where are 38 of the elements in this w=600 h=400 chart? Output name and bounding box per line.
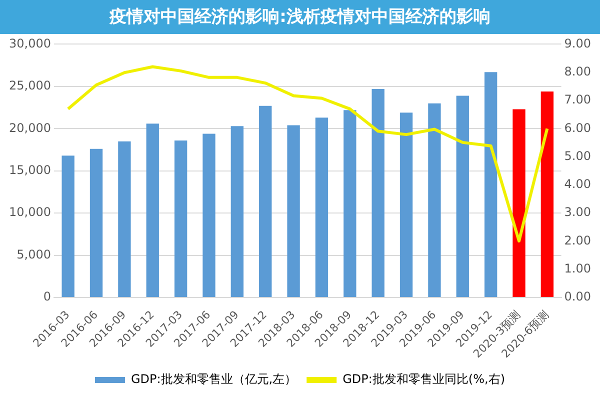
y2-tick-label: 0.00 <box>564 290 591 304</box>
bar <box>315 118 328 298</box>
legend-label: GDP:批发和零售业（亿元,左） <box>130 372 297 386</box>
y2-tick-label: 1.00 <box>564 262 591 276</box>
bar <box>540 91 554 298</box>
bar <box>202 134 216 298</box>
bar <box>146 124 159 298</box>
y-tick-label: 5,000 <box>16 247 51 262</box>
bar <box>118 141 131 298</box>
y2-tick-label: 9.00 <box>564 36 591 50</box>
bar <box>90 148 103 298</box>
bar <box>344 110 356 298</box>
bar <box>428 103 441 298</box>
y-tick-label: 20,000 <box>8 120 51 135</box>
bar <box>230 126 244 298</box>
bar <box>372 88 384 298</box>
y2-tick-label: 6.00 <box>564 120 591 135</box>
y-tick-label: 10,000 <box>8 205 51 220</box>
bar <box>484 72 498 298</box>
bar <box>174 140 188 298</box>
y2-tick-label: 7.00 <box>564 92 591 107</box>
y2-tick-label: 5.00 <box>564 148 591 163</box>
bar <box>259 106 272 298</box>
bar <box>512 109 526 298</box>
y2-tick-label: 2.00 <box>564 233 591 248</box>
y2-tick-label: 4.00 <box>564 177 591 192</box>
legend-label: GDP:批发和零售业同比(%,右) <box>342 372 506 386</box>
y2-tick-label: 3.00 <box>564 205 591 220</box>
y-tick-label: 30,000 <box>8 36 51 50</box>
bar <box>62 156 74 298</box>
bar <box>400 112 413 298</box>
y-tick-label: 25,000 <box>8 78 51 93</box>
bar <box>456 96 469 298</box>
y-tick-label: 0 <box>43 290 51 304</box>
bar <box>287 125 300 298</box>
y-tick-label: 15,000 <box>8 163 51 178</box>
chart-title: 疫情对中国经济的影响:浅析疫情对中国经济的影响 <box>0 0 600 34</box>
y2-tick-label: 8.00 <box>564 64 591 78</box>
